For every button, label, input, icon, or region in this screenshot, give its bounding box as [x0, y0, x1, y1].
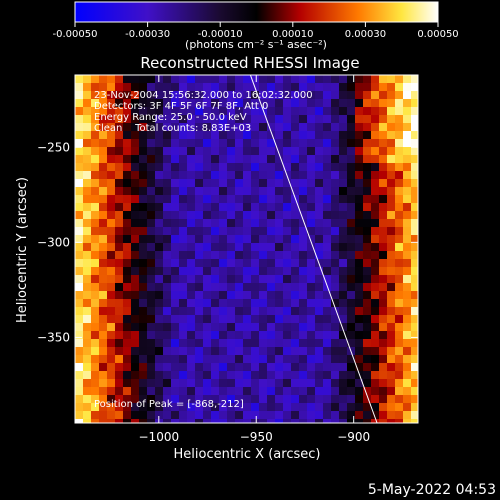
colorbar-tick-label: -0.00050	[53, 29, 98, 40]
y-axis-ticks: −250 −300 −350	[37, 140, 418, 344]
x-tick-label: −900	[337, 430, 370, 444]
footer-date: 5-May-2022 04:53	[368, 482, 496, 498]
annotation-time-range: 23-Nov-2004 15:56:32.000 to 16:02:32.000	[94, 90, 313, 101]
x-tick-label: −950	[240, 430, 273, 444]
y-tick-label: −350	[37, 330, 70, 344]
colorbar-tick-label: -0.00030	[125, 29, 170, 40]
x-axis-label: Heliocentric X (arcsec)	[174, 447, 321, 462]
heatmap-image	[75, 75, 418, 423]
colorbar-tick-label: 0.00010	[272, 29, 313, 40]
x-axis-ticks: −1000 −950 −900	[139, 75, 370, 444]
annotation-detectors: Detectors: 3F 4F 5F 6F 7F 8F, Att 0	[94, 101, 268, 112]
annotation-energy-range: Energy Range: 25.0 - 50.0 keV	[94, 112, 247, 123]
colorbar: -0.00050 -0.00030 -0.00010 0.00010 0.00030 0.…	[53, 1, 459, 51]
colorbar-tick-label: 0.00030	[345, 29, 386, 40]
y-tick-label: −250	[37, 140, 70, 154]
colorbar-gradient	[75, 2, 438, 22]
colorbar-frame	[74, 1, 439, 23]
solar-limb-line	[249, 75, 378, 423]
x-tick-label: −1000	[139, 430, 180, 444]
plot-frame	[74, 74, 419, 424]
peak-position-text: Position of Peak = [-868,-212]	[94, 399, 244, 410]
colorbar-tick-label: 0.00050	[417, 29, 458, 40]
y-tick-label: −300	[37, 235, 70, 249]
annotation-clean-counts: Clean Total counts: 8.83E+03	[94, 123, 251, 134]
colorbar-tick-label: -0.00010	[198, 29, 243, 40]
colorbar-ticks: -0.00050 -0.00030 -0.00010 0.00010 0.00030 0.…	[53, 22, 459, 40]
observation-annotation: 23-Nov-2004 15:56:32.000 to 16:02:32.000…	[94, 90, 313, 134]
plot-title: Reconstructed RHESSI Image	[140, 54, 359, 72]
colorbar-unit-label: (photons cm⁻² s⁻¹ asec⁻²)	[185, 38, 327, 51]
y-axis-label: Heliocentric Y (arcsec)	[15, 177, 30, 323]
